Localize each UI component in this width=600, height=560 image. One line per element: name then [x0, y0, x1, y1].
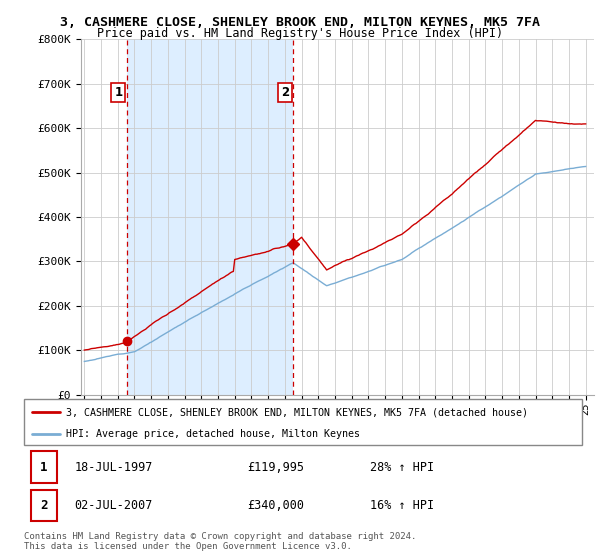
Text: 1: 1 [40, 460, 48, 474]
Text: 2: 2 [281, 86, 289, 99]
Text: £340,000: £340,000 [247, 499, 304, 512]
Text: 3, CASHMERE CLOSE, SHENLEY BROOK END, MILTON KEYNES, MK5 7FA: 3, CASHMERE CLOSE, SHENLEY BROOK END, MI… [60, 16, 540, 29]
Bar [127, 39, 293, 395]
Bar [31, 490, 58, 521]
Text: Contains HM Land Registry data © Crown copyright and database right 2024.
This d: Contains HM Land Registry data © Crown c… [24, 532, 416, 552]
Text: Price paid vs. HM Land Registry's House Price Index (HPI): Price paid vs. HM Land Registry's House … [97, 27, 503, 40]
Bar [31, 451, 58, 483]
Text: 2: 2 [40, 499, 48, 512]
Text: HPI: Average price, detached house, Milton Keynes: HPI: Average price, detached house, Milt… [66, 429, 360, 438]
Text: 28% ↑ HPI: 28% ↑ HPI [370, 460, 434, 474]
Text: 18-JUL-1997: 18-JUL-1997 [74, 460, 152, 474]
Text: 1: 1 [115, 86, 122, 99]
Text: 16% ↑ HPI: 16% ↑ HPI [370, 499, 434, 512]
Text: 3, CASHMERE CLOSE, SHENLEY BROOK END, MILTON KEYNES, MK5 7FA (detached house): 3, CASHMERE CLOSE, SHENLEY BROOK END, MI… [66, 407, 528, 417]
Text: 02-JUL-2007: 02-JUL-2007 [74, 499, 152, 512]
Text: £119,995: £119,995 [247, 460, 304, 474]
